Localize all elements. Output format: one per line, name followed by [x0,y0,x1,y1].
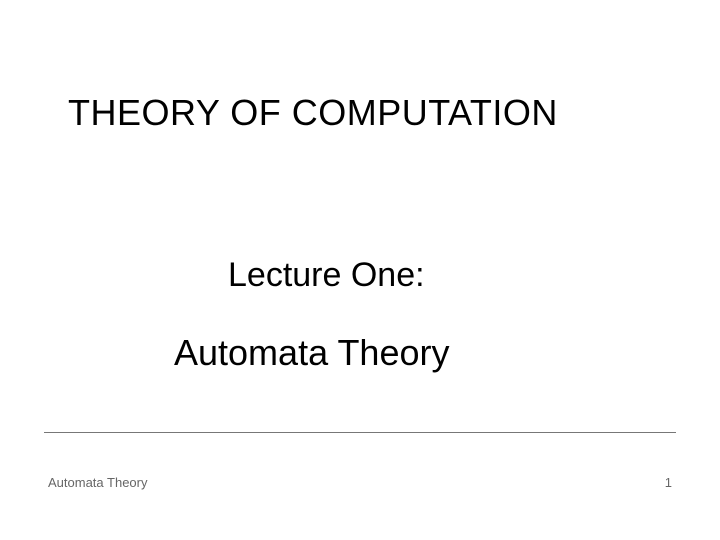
page-number: 1 [665,475,672,490]
slide-title: THEORY OF COMPUTATION [68,92,558,134]
slide-subtitle-line1: Lecture One: [228,256,425,295]
slide-subtitle-line2: Automata Theory [174,332,449,374]
slide-container: THEORY OF COMPUTATION Lecture One: Autom… [0,0,720,540]
slide-divider [44,432,676,433]
footer-left-text: Automata Theory [48,475,147,490]
